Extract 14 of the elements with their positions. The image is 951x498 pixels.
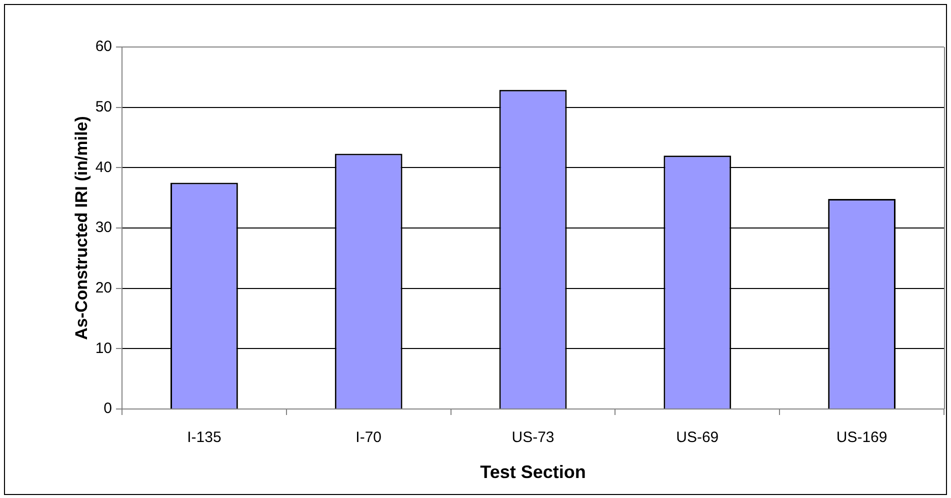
y-tick-label: 60 bbox=[95, 38, 112, 56]
y-tick-label: 0 bbox=[104, 400, 112, 418]
x-tick-label: US-73 bbox=[512, 429, 554, 446]
x-axis-title: Test Section bbox=[480, 462, 586, 482]
y-tick-label: 30 bbox=[95, 219, 112, 236]
x-tick-label: US-69 bbox=[676, 429, 719, 446]
x-tick-label: I-135 bbox=[187, 429, 222, 446]
y-axis-title: As-Constructed IRI (in/mile) bbox=[72, 116, 91, 340]
y-tick-label: 50 bbox=[95, 98, 112, 116]
y-tick-label: 40 bbox=[95, 158, 112, 176]
y-tick-label: 10 bbox=[95, 340, 112, 357]
y-tick-label: 20 bbox=[95, 279, 112, 296]
x-tick-label: US-169 bbox=[836, 429, 888, 446]
x-tick-label: I-70 bbox=[356, 429, 382, 446]
